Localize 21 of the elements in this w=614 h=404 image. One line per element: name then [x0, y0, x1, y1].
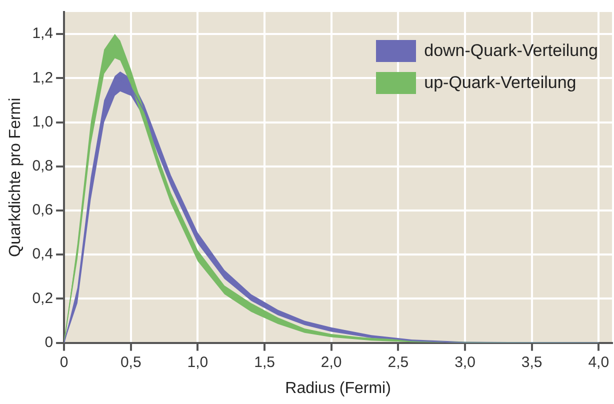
- y-tick-label: 0,2: [32, 290, 54, 307]
- x-tick-label: 2,5: [388, 354, 409, 371]
- x-tick-label: 4,0: [588, 354, 610, 371]
- y-tick-label: 1,2: [32, 69, 54, 86]
- legend-label: up-Quark-Verteilung: [424, 73, 576, 93]
- x-tick-label: 3,0: [454, 354, 476, 371]
- x-tick-label: 3,5: [521, 354, 542, 371]
- y-tick-label: 0,6: [32, 202, 54, 219]
- x-tick-label: 0,5: [120, 354, 142, 371]
- y-tick-label: 1,4: [32, 25, 54, 42]
- y-tick-label: 0,8: [32, 158, 54, 175]
- x-tick-label: 1,5: [254, 354, 275, 371]
- y-axis-title: Quarkdichte pro Fermi: [7, 98, 24, 257]
- x-axis-title: Radius (Fermi): [285, 380, 391, 397]
- x-tick-label: 2,0: [320, 354, 342, 371]
- x-tick-label: 0: [60, 354, 68, 371]
- y-tick-label: 1,0: [32, 113, 54, 130]
- legend-label: down-Quark-Verteilung: [424, 41, 598, 61]
- y-tick-label: 0: [44, 334, 54, 351]
- y-tick-label: 0,4: [32, 246, 54, 263]
- x-tick-label: 1,0: [187, 354, 208, 371]
